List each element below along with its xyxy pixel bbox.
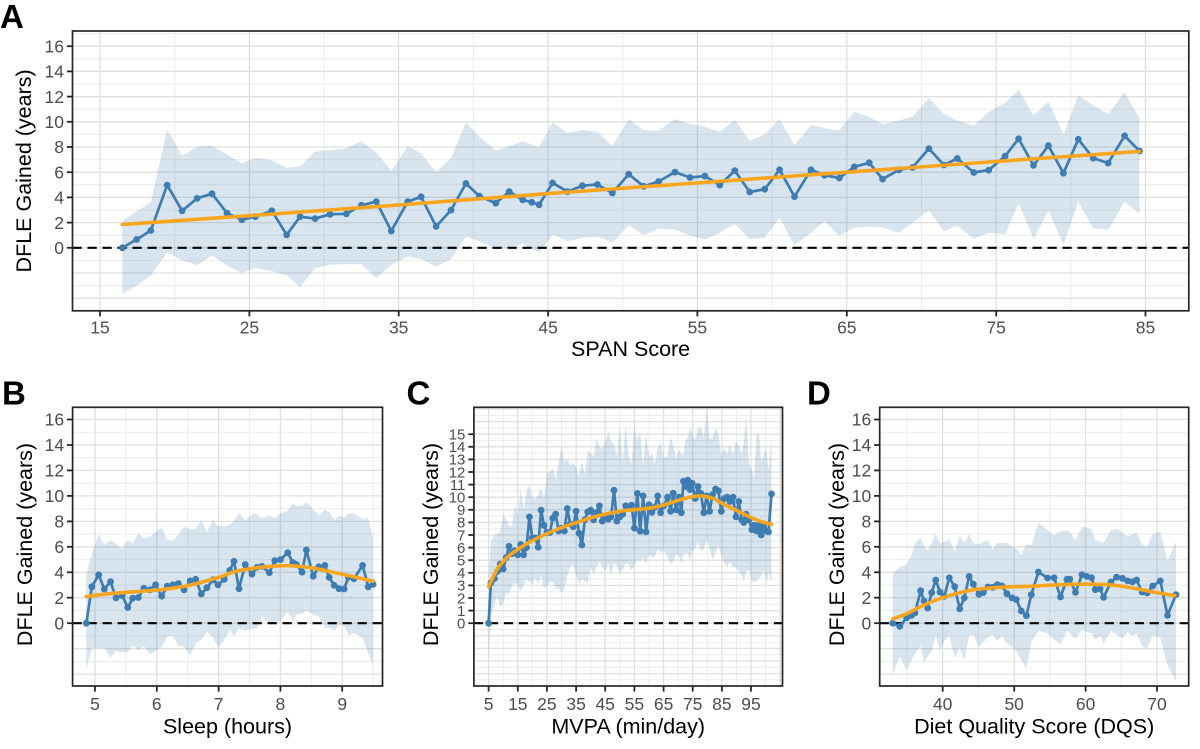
svg-text:50: 50 [1004, 694, 1024, 714]
svg-text:6: 6 [54, 162, 64, 182]
svg-text:8: 8 [276, 694, 286, 714]
svg-text:6: 6 [54, 537, 64, 557]
svg-text:5: 5 [484, 694, 494, 714]
svg-text:C: C [407, 374, 431, 411]
svg-text:45: 45 [595, 694, 614, 714]
svg-text:15: 15 [90, 318, 109, 338]
svg-text:5: 5 [90, 694, 100, 714]
svg-text:A: A [0, 0, 24, 35]
svg-text:0: 0 [457, 616, 465, 633]
svg-text:2: 2 [54, 213, 64, 233]
svg-text:55: 55 [688, 318, 707, 338]
svg-text:8: 8 [54, 512, 64, 532]
svg-text:4: 4 [54, 563, 64, 583]
svg-text:11: 11 [450, 477, 466, 494]
svg-text:0: 0 [54, 238, 64, 258]
svg-text:2: 2 [54, 588, 64, 608]
svg-text:55: 55 [625, 694, 644, 714]
svg-text:SPAN Score: SPAN Score [571, 337, 690, 361]
svg-text:D: D [807, 374, 831, 411]
svg-text:6: 6 [457, 540, 465, 557]
svg-text:2: 2 [861, 588, 871, 608]
svg-text:3: 3 [457, 578, 465, 595]
svg-text:DFLE Gained (years): DFLE Gained (years) [13, 443, 37, 646]
svg-text:4: 4 [54, 188, 64, 208]
svg-text:Diet Quality Score (DQS): Diet Quality Score (DQS) [914, 715, 1154, 739]
svg-text:B: B [2, 374, 26, 411]
svg-text:MVPA (min/day): MVPA (min/day) [551, 715, 705, 739]
svg-text:25: 25 [537, 694, 556, 714]
svg-text:12: 12 [45, 87, 64, 107]
svg-text:14: 14 [45, 435, 65, 455]
svg-text:12: 12 [449, 464, 466, 481]
svg-text:16: 16 [852, 410, 871, 430]
svg-text:10: 10 [45, 486, 65, 506]
svg-text:60: 60 [1076, 694, 1096, 714]
svg-text:25: 25 [240, 318, 259, 338]
svg-text:8: 8 [457, 515, 465, 532]
svg-text:0: 0 [861, 613, 871, 633]
svg-text:15: 15 [508, 694, 527, 714]
svg-text:35: 35 [389, 318, 408, 338]
svg-text:9: 9 [337, 694, 347, 714]
svg-text:16: 16 [45, 410, 64, 430]
svg-text:14: 14 [45, 62, 65, 82]
svg-text:85: 85 [712, 694, 731, 714]
svg-text:70: 70 [1147, 694, 1167, 714]
svg-text:7: 7 [214, 694, 224, 714]
svg-text:12: 12 [852, 461, 871, 481]
svg-text:35: 35 [566, 694, 585, 714]
svg-text:2: 2 [457, 590, 465, 607]
svg-text:8: 8 [861, 512, 871, 532]
svg-text:DFLE Gained (years): DFLE Gained (years) [12, 69, 36, 272]
svg-text:75: 75 [683, 694, 702, 714]
svg-text:16: 16 [45, 36, 64, 56]
svg-text:7: 7 [457, 527, 465, 544]
svg-text:45: 45 [538, 318, 557, 338]
svg-text:6: 6 [152, 694, 162, 714]
svg-text:8: 8 [54, 137, 64, 157]
svg-text:DFLE Gained (years): DFLE Gained (years) [419, 443, 443, 646]
svg-text:6: 6 [861, 537, 871, 557]
svg-text:5: 5 [457, 553, 465, 570]
svg-text:9: 9 [457, 502, 465, 519]
svg-text:95: 95 [741, 694, 760, 714]
svg-text:10: 10 [852, 486, 872, 506]
svg-text:10: 10 [449, 490, 466, 507]
svg-text:65: 65 [654, 694, 673, 714]
svg-text:4: 4 [457, 565, 465, 582]
svg-text:DFLE Gained (years): DFLE Gained (years) [825, 443, 849, 646]
svg-text:85: 85 [1136, 318, 1155, 338]
svg-text:0: 0 [54, 613, 64, 633]
svg-text:14: 14 [449, 439, 466, 456]
svg-text:14: 14 [852, 435, 872, 455]
svg-text:40: 40 [933, 694, 953, 714]
svg-text:4: 4 [861, 563, 871, 583]
svg-text:Sleep (hours): Sleep (hours) [163, 715, 292, 739]
svg-text:65: 65 [837, 318, 856, 338]
svg-text:13: 13 [449, 452, 466, 469]
svg-text:1: 1 [457, 603, 465, 620]
svg-text:15: 15 [449, 427, 466, 444]
svg-text:75: 75 [986, 318, 1005, 338]
svg-text:10: 10 [45, 112, 65, 132]
svg-text:12: 12 [45, 461, 64, 481]
